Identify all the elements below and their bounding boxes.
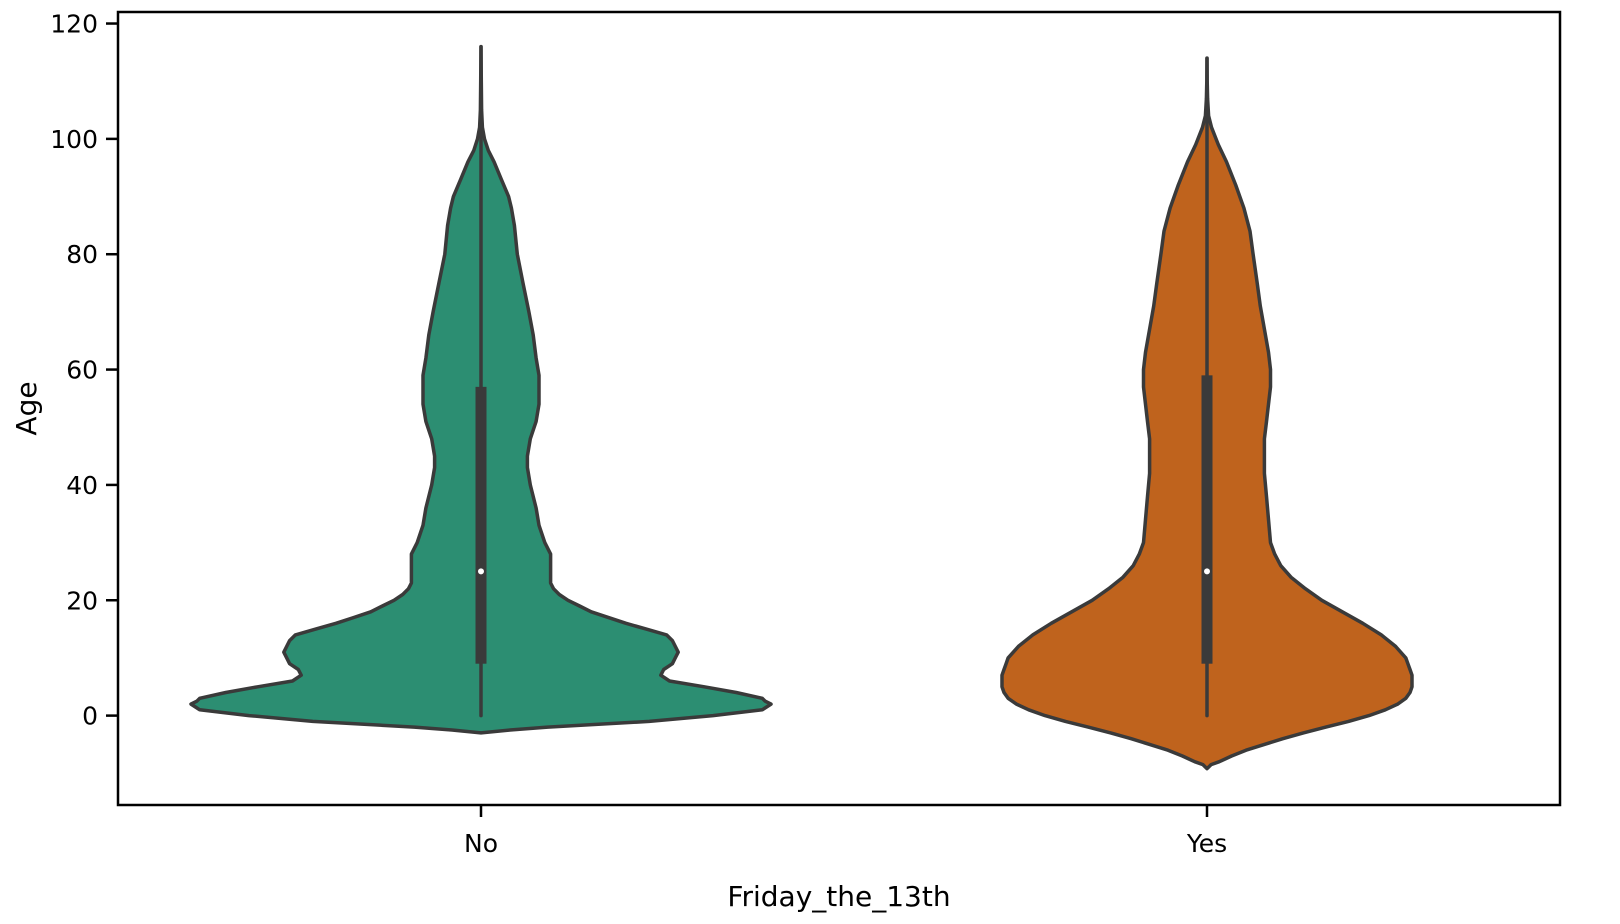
- x-axis-label: Friday_the_13th: [727, 880, 950, 913]
- y-axis-label: Age: [10, 381, 43, 435]
- y-tick-label: 0: [82, 702, 98, 731]
- y-tick-label: 60: [66, 356, 98, 385]
- iqr-box-no: [475, 386, 487, 664]
- median-dot-no: [478, 568, 484, 575]
- y-tick-label: 120: [50, 10, 98, 39]
- inner-box-layer: [475, 44, 1213, 718]
- x-tick-label: No: [464, 829, 498, 858]
- y-tick-label: 100: [50, 125, 98, 154]
- x-axis: No Yes: [464, 805, 1227, 858]
- plot-frame: [116, 10, 1562, 807]
- iqr-box-yes: [1201, 375, 1213, 664]
- y-axis: 0 20 40 60 80 100 120: [50, 10, 118, 731]
- median-dot-yes: [1204, 568, 1210, 575]
- y-tick-label: 40: [66, 471, 98, 500]
- x-tick-label: Yes: [1186, 829, 1227, 858]
- y-tick-label: 80: [66, 240, 98, 269]
- y-tick-label: 20: [66, 586, 98, 615]
- violins-layer: [189, 44, 1414, 771]
